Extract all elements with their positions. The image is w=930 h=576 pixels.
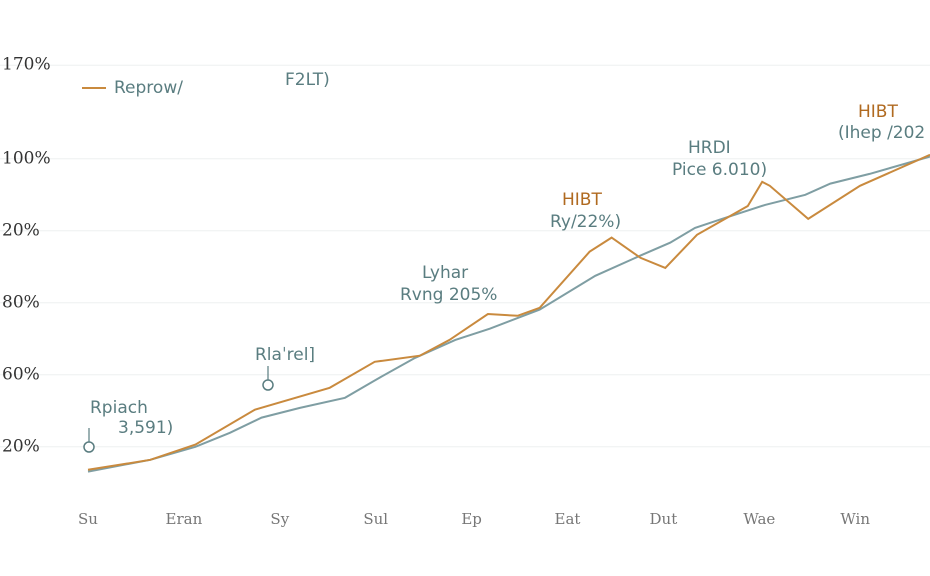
annotation: HRDI [688,138,731,158]
y-tick-label: 80% [2,292,40,312]
annotation: (Ihep /202 [838,123,925,143]
x-tick-label: Eran [166,510,203,528]
annotation: HIBT [858,102,898,122]
line-series [87,155,930,473]
y-tick-label: 170% [2,55,51,75]
annotation: Rvng 205% [400,285,497,305]
legend-label: F2LT) [285,70,330,90]
y-tick-label: 20% [2,220,40,240]
annotation: Ry/22%) [550,212,621,232]
x-tick-label: Ep [461,510,482,528]
annotation: Pice 6.010) [672,160,767,180]
x-tick-label: Su [78,510,98,528]
y-tick-label: 100% [2,148,51,168]
x-tick-label: Wae [743,510,775,528]
y-tick-label: 60% [2,364,40,384]
line-series [87,153,930,471]
y-tick-label: 20% [2,436,40,456]
legend-label: Reprow/ [114,78,183,98]
annotation: 3,591) [118,418,173,438]
x-tick-label: Sy [270,510,289,528]
x-tick-label: Sul [363,510,388,528]
annotation: Rlaˈrel] [255,345,315,365]
annotation: HIBT [562,190,602,210]
annotation-marker [83,441,95,453]
x-tick-label: Win [840,510,870,528]
annotation-marker [262,379,274,391]
x-tick-label: Eat [555,510,581,528]
x-tick-label: Dut [650,510,678,528]
annotation: Rpiach [90,398,148,418]
annotation: Lyhar [422,263,468,283]
